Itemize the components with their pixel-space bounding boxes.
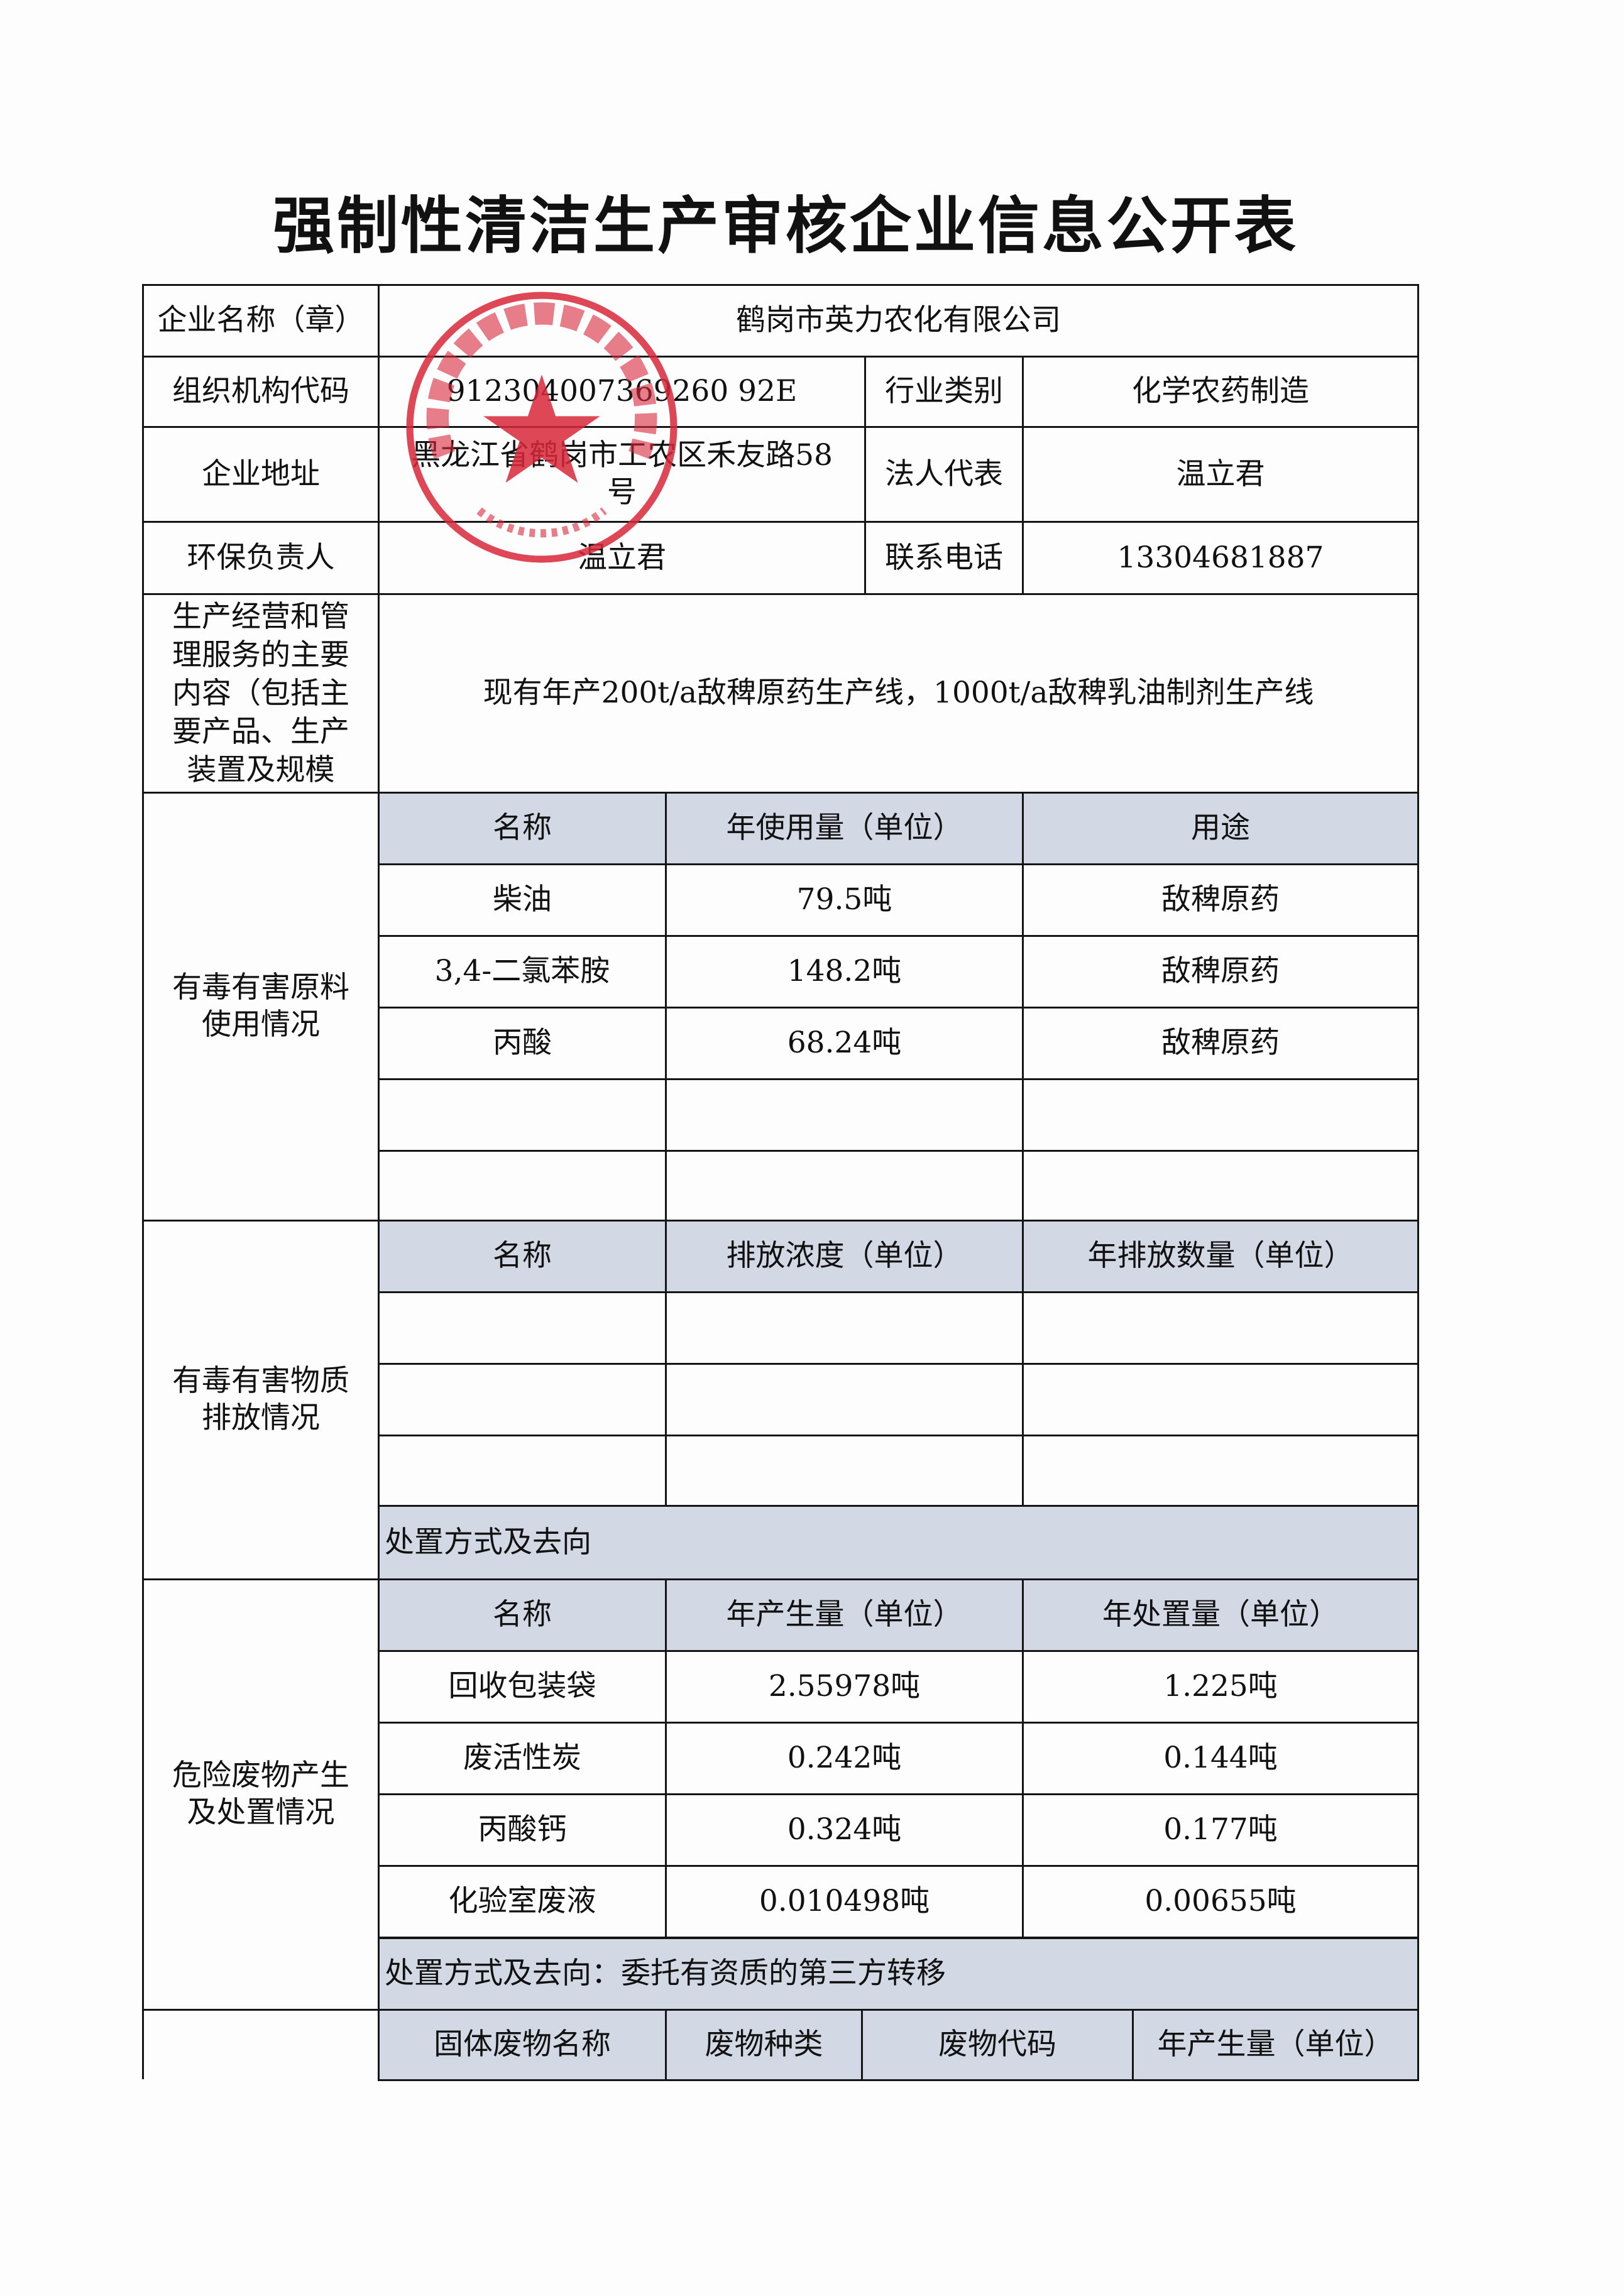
solid-header-name: 固体废物名称: [378, 2009, 667, 2081]
address-label: 企业地址: [142, 426, 380, 523]
raw-table-cell: [378, 1078, 667, 1152]
hazard-header-cell: 年产生量（单位）: [665, 1578, 1024, 1652]
raw-table-cell: 3,4-二氯苯胺: [378, 935, 667, 1009]
hazard-disposal: 处置方式及去向：委托有资质的第三方转移: [378, 1937, 1419, 2011]
emission-table-cell: [378, 1435, 667, 1508]
emission-header-cell: 年排放数量（单位）: [1022, 1220, 1419, 1293]
hazard-table-cell: 0.242吨: [665, 1722, 1024, 1795]
solid-header-type: 废物种类: [665, 2009, 863, 2081]
emission-table-cell: [665, 1363, 1024, 1436]
hazard-table-cell: 0.324吨: [665, 1793, 1024, 1867]
raw-header-cell: 用途: [1022, 792, 1419, 865]
code-label: 组织机构代码: [142, 356, 380, 428]
emission-table-cell: [378, 1291, 667, 1365]
raw-table-cell: 丙酸: [378, 1007, 667, 1080]
raw-table-cell: 敌稗原药: [1022, 863, 1419, 937]
hazard-label: 危险废物产生及处置情况: [142, 1578, 380, 2011]
legal-value: 温立君: [1022, 426, 1419, 523]
table-left-border: [142, 2009, 144, 2079]
raw-label: 有毒有害原料使用情况: [142, 792, 380, 1222]
hazard-table-cell: 化验室废液: [378, 1865, 667, 1938]
address-value: 黑龙江省鹤岗市工农区禾友路58号: [378, 426, 866, 523]
page-title: 强制性清洁生产审核企业信息公开表: [272, 190, 1298, 262]
emission-table-cell: [665, 1291, 1024, 1365]
raw-table-cell: 148.2吨: [665, 935, 1024, 1009]
hazard-header-cell: 年处置量（单位）: [1022, 1578, 1419, 1652]
hazard-table-cell: 2.55978吨: [665, 1650, 1024, 1724]
raw-table-cell: 68.24吨: [665, 1007, 1024, 1080]
raw-header-cell: 名称: [378, 792, 667, 865]
emission-table-cell: [1022, 1363, 1419, 1436]
emission-disposal: 处置方式及去向: [378, 1505, 1419, 1580]
emission-table-cell: [1022, 1291, 1419, 1365]
raw-table-cell: [665, 1078, 1024, 1152]
hazard-table-cell: 0.177吨: [1022, 1793, 1419, 1867]
legal-label: 法人代表: [864, 426, 1024, 523]
hazard-table-cell: 0.00655吨: [1022, 1865, 1419, 1938]
company-label: 企业名称（章）: [142, 284, 380, 358]
hazard-table-cell: 废活性炭: [378, 1722, 667, 1795]
raw-table-cell: 79.5吨: [665, 863, 1024, 937]
env-value: 温立君: [378, 521, 866, 595]
solid-header-amount: 年产生量（单位）: [1132, 2009, 1419, 2081]
raw-table-cell: [1022, 1078, 1419, 1152]
raw-table-cell: [1022, 1150, 1419, 1223]
hazard-table-cell: 回收包装袋: [378, 1650, 667, 1724]
business-label: 生产经营和管理服务的主要内容（包括主要产品、生产装置及规模: [142, 593, 380, 794]
industry-value: 化学农药制造: [1022, 356, 1419, 428]
hazard-header-cell: 名称: [378, 1578, 667, 1652]
emission-table-cell: [665, 1435, 1024, 1508]
raw-table-cell: [665, 1150, 1024, 1223]
raw-table-cell: 敌稗原药: [1022, 1007, 1419, 1080]
phone-value: 13304681887: [1022, 521, 1419, 595]
emission-table-cell: [1022, 1435, 1419, 1508]
emission-header-cell: 名称: [378, 1220, 667, 1293]
emission-table-cell: [378, 1363, 667, 1436]
company-value: 鹤岗市英力农化有限公司: [378, 284, 1419, 358]
phone-label: 联系电话: [864, 521, 1024, 595]
business-value: 现有年产200t/a敌稗原药生产线，1000t/a敌稗乳油制剂生产线: [378, 593, 1419, 794]
raw-table-cell: [378, 1150, 667, 1223]
raw-table-cell: 柴油: [378, 863, 667, 937]
emission-label: 有毒有害物质排放情况: [142, 1220, 380, 1580]
env-label: 环保负责人: [142, 521, 380, 595]
emission-header-cell: 排放浓度（单位）: [665, 1220, 1024, 1293]
hazard-table-cell: 0.010498吨: [665, 1865, 1024, 1938]
hazard-table-cell: 0.144吨: [1022, 1722, 1419, 1795]
solid-header-code: 废物代码: [861, 2009, 1134, 2081]
raw-table-cell: 敌稗原药: [1022, 935, 1419, 1009]
raw-header-cell: 年使用量（单位）: [665, 792, 1024, 865]
industry-label: 行业类别: [864, 356, 1024, 428]
code-value: 912304007369260 92E: [378, 356, 866, 428]
hazard-table-cell: 1.225吨: [1022, 1650, 1419, 1724]
hazard-table-cell: 丙酸钙: [378, 1793, 667, 1867]
